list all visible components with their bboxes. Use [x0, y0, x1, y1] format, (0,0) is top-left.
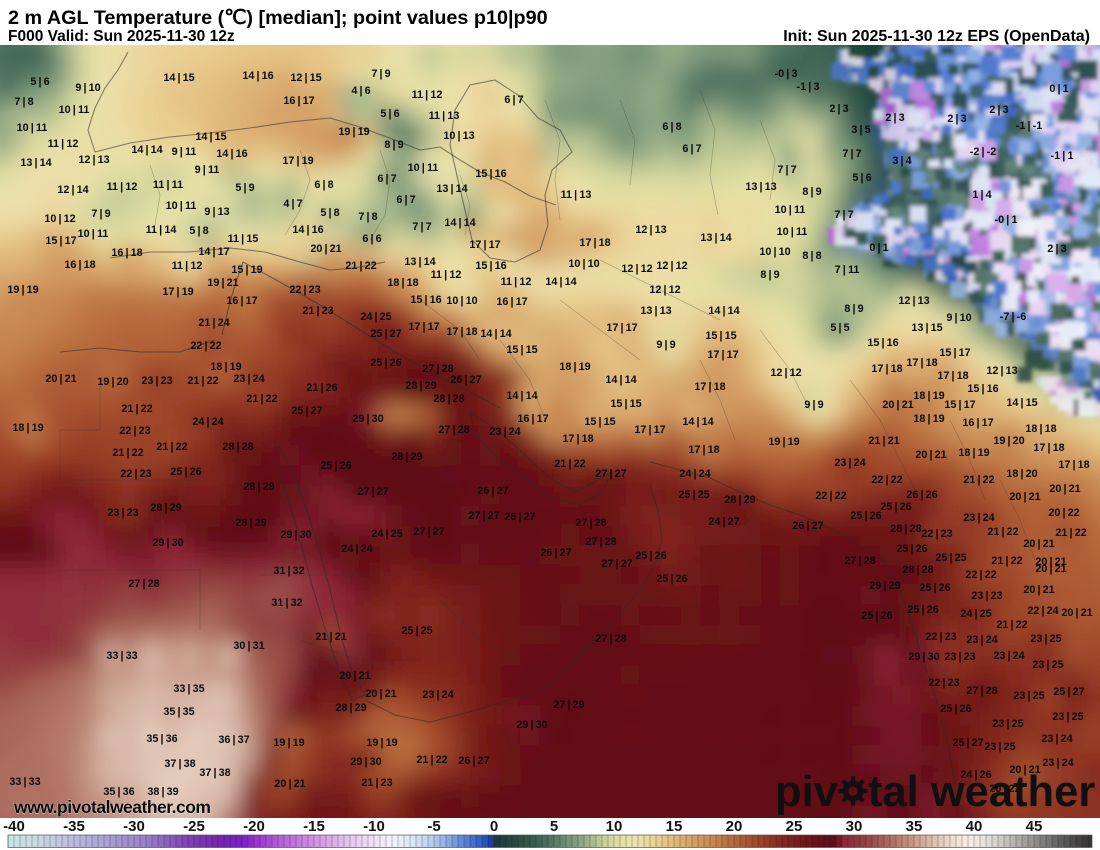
svg-text:10 | 11: 10 | 11 — [78, 228, 109, 240]
svg-text:14 | 15: 14 | 15 — [195, 131, 226, 143]
svg-text:5 | 9: 5 | 9 — [235, 182, 254, 194]
svg-text:12 | 13: 12 | 13 — [78, 154, 109, 166]
svg-text:9 | 11: 9 | 11 — [172, 146, 197, 158]
svg-text:14 | 17: 14 | 17 — [198, 246, 229, 258]
svg-text:10 | 11: 10 | 11 — [17, 122, 48, 134]
svg-text:5 | 6: 5 | 6 — [30, 76, 49, 88]
svg-text:14 | 14: 14 | 14 — [131, 144, 162, 156]
svg-text:14 | 15: 14 | 15 — [163, 72, 194, 84]
svg-text:14 | 16: 14 | 16 — [242, 70, 273, 82]
svg-text:11 | 12: 11 | 12 — [48, 138, 79, 150]
svg-text:19 | 19: 19 | 19 — [7, 284, 38, 296]
svg-text:16 | 18: 16 | 18 — [64, 259, 95, 271]
svg-text:13 | 14: 13 | 14 — [20, 157, 51, 169]
svg-text:11 | 12: 11 | 12 — [172, 260, 203, 272]
svg-text:11 | 12: 11 | 12 — [107, 181, 138, 193]
svg-text:15 | 17: 15 | 17 — [45, 235, 76, 247]
svg-text:17 | 19: 17 | 19 — [162, 286, 193, 298]
svg-text:16 | 18: 16 | 18 — [111, 247, 142, 259]
svg-text:12 | 14: 12 | 14 — [57, 184, 88, 196]
svg-text:7 | 9: 7 | 9 — [91, 208, 110, 220]
svg-text:11 | 11: 11 | 11 — [153, 179, 183, 191]
svg-text:14 | 16: 14 | 16 — [216, 148, 247, 160]
svg-text:9 | 10: 9 | 10 — [75, 82, 100, 94]
svg-text:10 | 11: 10 | 11 — [59, 104, 90, 116]
svg-text:11 | 14: 11 | 14 — [146, 224, 177, 236]
svg-text:7 | 8: 7 | 8 — [14, 96, 33, 108]
svg-text:11 | 15: 11 | 15 — [228, 233, 259, 245]
svg-text:19 | 21: 19 | 21 — [207, 277, 238, 289]
svg-text:10 | 11: 10 | 11 — [166, 200, 197, 212]
svg-text:5 | 8: 5 | 8 — [189, 225, 208, 237]
svg-text:15 | 19: 15 | 19 — [231, 264, 262, 276]
svg-text:10 | 12: 10 | 12 — [44, 213, 75, 225]
svg-text:9 | 13: 9 | 13 — [204, 206, 229, 218]
svg-text:9 | 11: 9 | 11 — [195, 164, 220, 176]
